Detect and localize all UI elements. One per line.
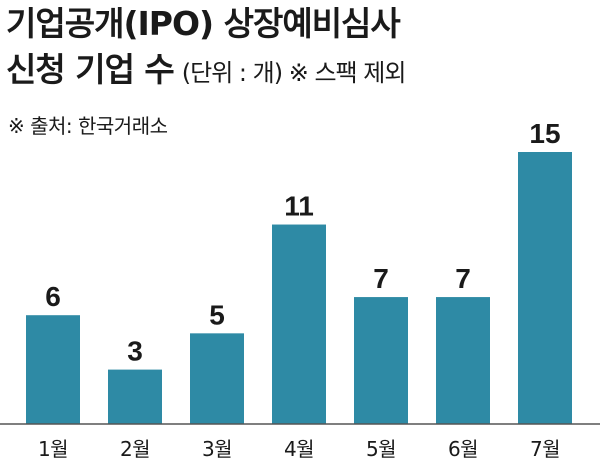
x-tick-label: 5월 [366,437,396,461]
value-labels-group: 6 3 5 11 7 7 15 [45,118,560,367]
bar-2월 [108,369,162,424]
unit-note: (단위 : 개) ※ 스팩 제외 [181,59,407,87]
bar-4월 [272,224,326,424]
value-label: 7 [455,263,471,294]
x-tick-label: 3월 [202,437,232,461]
bar-1월 [26,315,80,424]
x-tick-label: 2월 [120,437,150,461]
x-tick-label: 7월 [530,437,560,461]
chart-title-line2-text: 신청 기업 수 [6,50,175,89]
value-label: 15 [529,118,560,149]
x-tick-label: 4월 [284,437,314,461]
chart-title-line2: 신청 기업 수 (단위 : 개) ※ 스팩 제외 [6,48,407,95]
value-label: 6 [45,281,61,312]
x-tick-label: 1월 [38,437,68,461]
value-label: 3 [127,336,143,367]
bar-6월 [436,297,490,424]
source-note: ※ 출처: 한국거래소 [8,114,168,138]
chart-title-line1: 기업공개(IPO) 상장예비심사 [6,4,401,43]
x-tick-label: 6월 [448,437,478,461]
value-label: 7 [373,263,389,294]
value-label: 5 [209,299,225,330]
bar-3월 [190,333,244,424]
value-label: 11 [284,191,314,222]
x-tick-labels-group: 1월 2월 3월 4월 5월 6월 7월 [38,437,561,461]
bar-7월 [518,152,572,424]
bars-group [26,152,572,424]
bar-5월 [354,297,408,424]
